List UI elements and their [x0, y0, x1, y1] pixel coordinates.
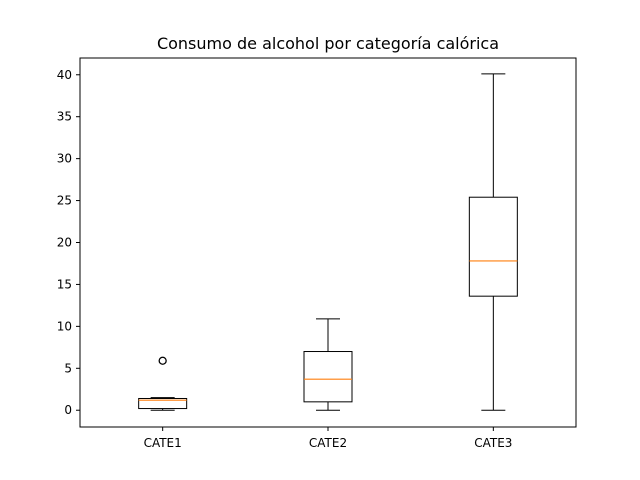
y-tick-label: 10: [57, 319, 72, 333]
y-tick-label: 30: [57, 152, 72, 166]
box-cate2: [303, 351, 353, 403]
y-tick-label: 0: [64, 403, 72, 417]
box-cate3: [468, 196, 518, 297]
y-tick-label: 35: [57, 110, 72, 124]
x-tick-label: CATE2: [309, 436, 347, 450]
plot-area: 0 5 10 15 20 25 30 35 40 CATE1 CATE2 CATE3: [57, 57, 577, 450]
y-tick-label: 5: [64, 361, 72, 375]
y-tick-label: 40: [57, 68, 72, 82]
y-tick-label: 20: [57, 236, 72, 250]
outlier-cate1: [158, 356, 167, 365]
chart-title: Consumo de alcohol por categoría calóric…: [157, 34, 499, 53]
x-tick-label: CATE1: [144, 436, 182, 450]
y-tick-label: 25: [57, 194, 72, 208]
x-tick-label: CATE3: [474, 436, 512, 450]
y-tick-label: 15: [57, 277, 72, 291]
box-cate1: [138, 397, 188, 410]
